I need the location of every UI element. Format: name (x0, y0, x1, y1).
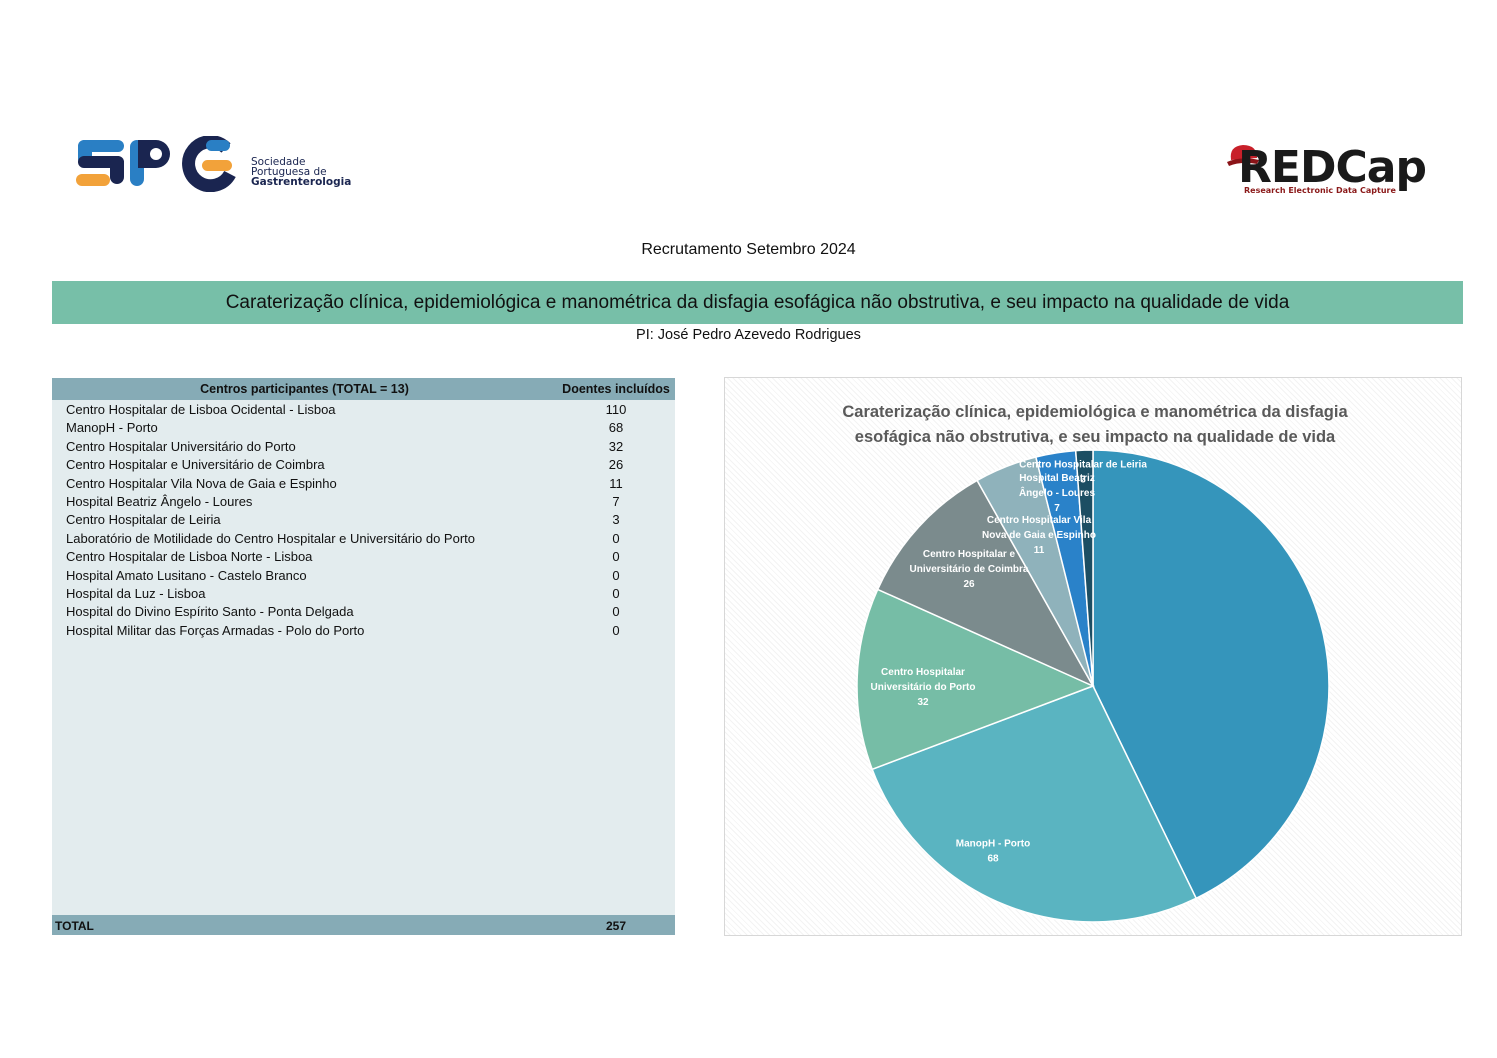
patient-count: 110 (605, 402, 627, 417)
pie-slice-label: Centro Hospitalar Vila Nova de Gaia e Esp… (982, 515, 1096, 556)
table-row: Hospital Beatriz Ângelo - Loures 7 (52, 493, 675, 511)
spg-text-line1: Sociedade (251, 156, 306, 168)
table-row: Hospital Militar das Forças Armadas - Po… (52, 622, 675, 640)
center-name: Hospital Militar das Forças Armadas - Po… (66, 622, 365, 638)
pie-slice (1092, 449, 1330, 900)
center-name: Centro Hospitalar Vila Nova de Gaia e Es… (66, 475, 337, 491)
table-row: Hospital da Luz - Lisboa 0 (52, 585, 675, 603)
center-name: Centro Hospitalar e Universitário de Coi… (66, 457, 325, 473)
center-name: Centro Hospitalar Universitário do Porto (66, 438, 296, 454)
table-row: Centro Hospitalar de Lisboa Norte - Lisb… (52, 548, 675, 566)
pie-slice-label: ManopH - Porto 68 (956, 839, 1030, 865)
table-row: Centro Hospitalar Universitário do Porto… (52, 438, 675, 456)
patient-count: 0 (612, 549, 620, 565)
centers-table: Centros participantes (TOTAL = 13) Doent… (52, 378, 675, 935)
pie-slice-label: Hospital Beatriz Ângelo - Loures 7 (1019, 473, 1096, 514)
pie-slice-label: Centro Hospitalar e Universitário de Coim… (910, 549, 1029, 590)
principal-investigator: PI: José Pedro Azevedo Rodrigues (636, 327, 861, 343)
center-name: Hospital da Luz - Lisboa (66, 585, 206, 601)
total-label: TOTAL (55, 919, 94, 933)
table-row: Centro Hospitalar e Universitário de Coi… (52, 456, 675, 474)
redcap-hat-icon (1227, 145, 1259, 166)
patient-count: 0 (612, 567, 620, 583)
patient-count: 7 (612, 493, 620, 509)
patient-count: 0 (612, 530, 620, 546)
spg-text-line2: Portuguesa de (251, 166, 327, 178)
pie-slice (871, 685, 1198, 923)
center-name: Centro Hospitalar de Leiria (66, 512, 221, 528)
patient-count: 11 (609, 475, 623, 491)
column-header-patients: Doentes incluídos (562, 382, 670, 396)
pie-slice-label: Centro Hospitalar de Leiria 3 (1019, 460, 1147, 486)
pie-slice-label: Centro Hospitalar Universitário do Porto 3… (870, 667, 975, 708)
pie-chart-panel: Caraterização clínica, epidemiológica e … (724, 377, 1462, 936)
study-title: Caraterização clínica, epidemiológica e … (225, 291, 1290, 313)
chart-title-line1: Caraterização clínica, epidemiológica e … (842, 403, 1348, 421)
center-name: Hospital do Divino Espírito Santo - Pont… (66, 604, 354, 620)
table-header: Centros participantes (TOTAL = 13) Doent… (52, 378, 675, 400)
patient-count: 0 (612, 604, 620, 620)
patient-count: 0 (612, 585, 620, 601)
center-name: Centro Hospitalar de Lisboa Norte - Lisb… (66, 549, 313, 565)
table-row: Centro Hospitalar de Leiria 3 (52, 511, 675, 529)
study-title-banner: Caraterização clínica, epidemiológica e … (52, 281, 1463, 324)
table-row: ManopH - Porto 68 (52, 419, 675, 437)
redcap-logo-word: REDCap (1238, 142, 1427, 193)
chart-title: Caraterização clínica, epidemiológica e … (785, 400, 1405, 450)
column-header-centers: Centros participantes (TOTAL = 13) (200, 382, 409, 396)
table-row: Laboratório de Motilidade do Centro Hosp… (52, 530, 675, 548)
redcap-logo-tagline: Research Electronic Data Capture (1244, 186, 1396, 195)
table-row: Centro Hospitalar de Lisboa Ocidental - … (52, 401, 675, 419)
patient-count: 3 (612, 512, 620, 528)
patient-count: 32 (608, 438, 624, 454)
table-row: Centro Hospitalar Vila Nova de Gaia e Es… (52, 475, 675, 493)
patient-count: 0 (612, 622, 620, 638)
recruitment-subtitle: Recrutamento Setembro 2024 (641, 241, 856, 258)
center-name: Centro Hospitalar de Lisboa Ocidental - … (66, 402, 336, 417)
total-value: 257 (605, 919, 627, 933)
spg-logo (76, 136, 236, 192)
center-name: Laboratório de Motilidade do Centro Hosp… (66, 530, 475, 546)
pie-slice (1074, 449, 1094, 687)
table-row: Hospital do Divino Espírito Santo - Pont… (52, 603, 675, 621)
spg-text-line3: Gastrenterologia (251, 176, 352, 188)
table-total-row: TOTAL 257 (52, 915, 675, 935)
patient-count: 26 (608, 457, 624, 473)
spg-logo-text: Sociedade Portuguesa de Gastrenterologia (251, 156, 352, 188)
patient-count: 68 (608, 420, 624, 436)
pie-slice (876, 479, 1095, 688)
chart-title-line2: esofágica não obstrutiva, e seu impacto … (854, 428, 1336, 446)
center-name: Hospital Amato Lusitano - Castelo Branco (66, 567, 307, 583)
table-body: Centro Hospitalar de Lisboa Ocidental - … (52, 401, 675, 640)
center-name: Hospital Beatriz Ângelo - Loures (66, 493, 253, 509)
pie-slice (856, 588, 1095, 771)
center-name: ManopH - Porto (66, 420, 158, 436)
table-row: Hospital Amato Lusitano - Castelo Branco… (52, 567, 675, 585)
